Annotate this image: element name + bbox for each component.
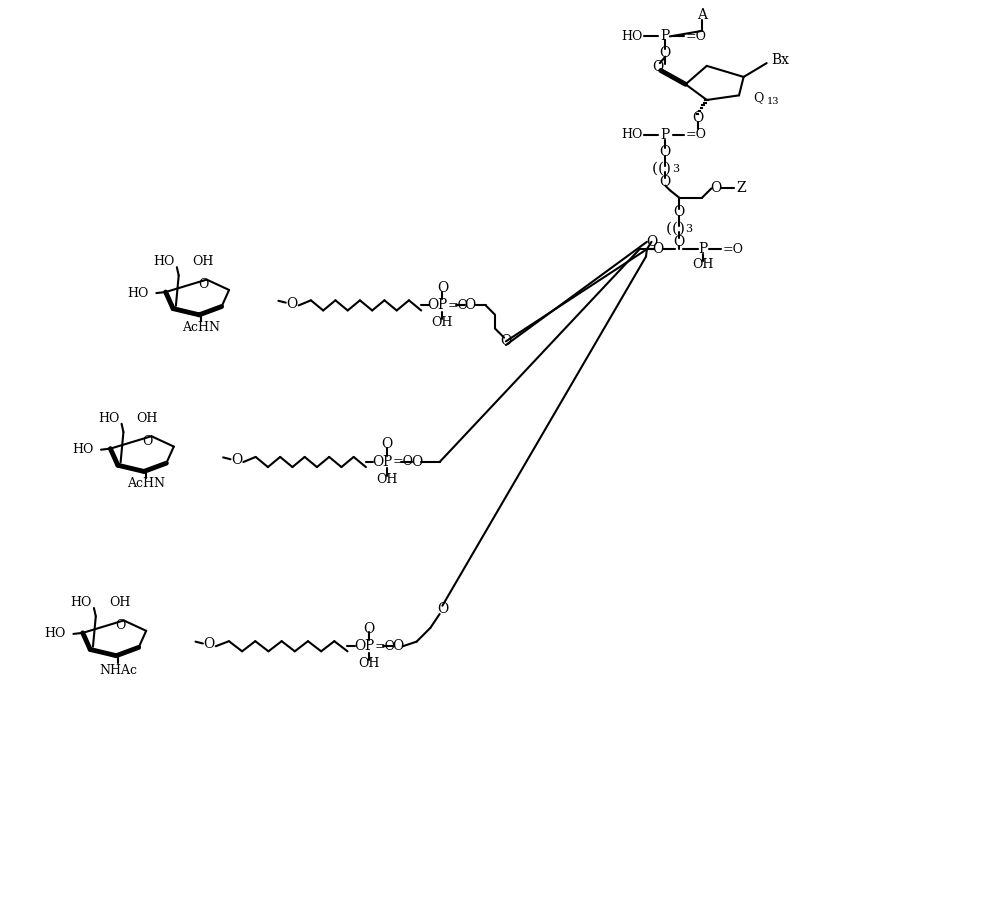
Text: P: P	[438, 298, 447, 312]
Text: OH: OH	[358, 657, 380, 670]
Text: O: O	[673, 235, 684, 249]
Text: O: O	[659, 46, 671, 60]
Text: Q: Q	[753, 91, 763, 104]
Text: ): )	[665, 162, 671, 176]
Text: OH: OH	[137, 412, 158, 425]
Text: O: O	[115, 619, 125, 632]
Text: (: (	[651, 162, 657, 176]
Text: P: P	[660, 30, 670, 43]
Text: 3: 3	[671, 164, 679, 174]
Text: =O: =O	[685, 30, 706, 43]
Text: OH: OH	[692, 259, 713, 272]
Text: =O: =O	[448, 298, 469, 312]
Text: HO: HO	[71, 596, 92, 609]
Text: O: O	[143, 435, 153, 448]
Text: O: O	[373, 455, 384, 469]
Text: OH: OH	[377, 473, 398, 486]
Text: HO: HO	[154, 255, 175, 269]
Text: O: O	[363, 622, 375, 636]
Text: (: (	[665, 222, 671, 236]
Text: O: O	[437, 602, 448, 616]
Text: AcHN: AcHN	[127, 478, 165, 491]
Text: P: P	[383, 455, 392, 469]
Text: O: O	[673, 205, 684, 219]
Text: OH: OH	[432, 316, 454, 329]
Text: O: O	[710, 181, 721, 195]
Text: O: O	[354, 639, 365, 653]
Text: OH: OH	[192, 255, 213, 269]
Text: O: O	[659, 175, 671, 188]
Text: O: O	[652, 242, 663, 256]
Text: O: O	[465, 298, 476, 312]
Text: O: O	[428, 298, 439, 312]
Text: HO: HO	[98, 412, 120, 425]
Text: O: O	[232, 453, 243, 468]
Text: (: (	[658, 162, 664, 176]
Text: AcHN: AcHN	[182, 321, 220, 334]
Text: 13: 13	[766, 97, 779, 106]
Text: =O: =O	[375, 639, 396, 652]
Text: A: A	[697, 8, 707, 22]
Text: P: P	[698, 242, 707, 256]
Text: HO: HO	[621, 30, 642, 43]
Text: HO: HO	[621, 128, 642, 141]
Text: HO: HO	[128, 286, 149, 299]
Text: (: (	[671, 222, 677, 236]
Text: O: O	[382, 437, 393, 452]
Text: O: O	[659, 145, 671, 160]
Text: HO: HO	[45, 627, 66, 640]
Text: =O: =O	[685, 128, 706, 141]
Text: O: O	[198, 278, 208, 291]
Text: ): )	[679, 222, 685, 236]
Text: P: P	[660, 128, 670, 142]
Text: =O: =O	[393, 456, 414, 468]
Text: O: O	[692, 112, 703, 126]
Text: =O: =O	[722, 243, 743, 256]
Text: O: O	[500, 334, 511, 348]
Text: O: O	[204, 638, 215, 651]
Text: P: P	[364, 639, 374, 653]
Text: Z: Z	[736, 181, 746, 195]
Text: 3: 3	[685, 224, 692, 234]
Text: NHAc: NHAc	[99, 663, 137, 676]
Text: HO: HO	[72, 444, 94, 456]
Text: O: O	[437, 281, 448, 295]
Text: O: O	[393, 639, 404, 653]
Text: OH: OH	[109, 596, 130, 609]
Text: O: O	[411, 455, 423, 469]
Text: Bx: Bx	[771, 54, 789, 67]
Text: O: O	[646, 235, 657, 249]
Text: O: O	[652, 60, 663, 74]
Text: O: O	[287, 297, 298, 310]
